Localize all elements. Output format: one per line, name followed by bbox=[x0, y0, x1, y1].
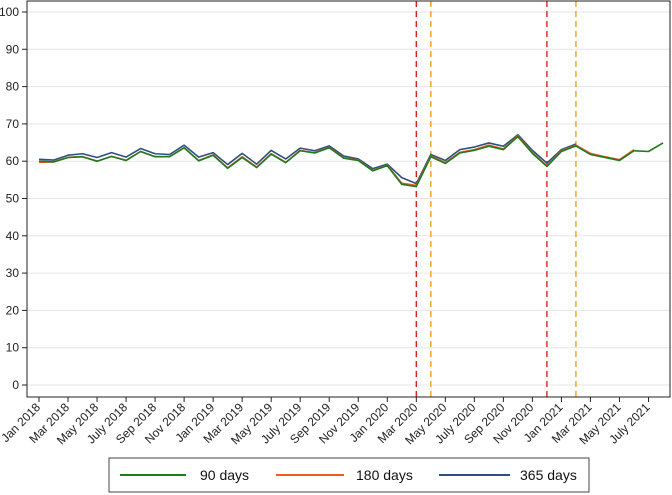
legend-label: 90 days bbox=[200, 467, 249, 483]
y-tick-label: 80 bbox=[6, 80, 20, 94]
reference-lines bbox=[415, 1, 577, 397]
legend: 90 days 180 days 365 days bbox=[108, 457, 590, 493]
y-tick-label: 60 bbox=[6, 154, 20, 168]
y-axis-ticks: 0 10 20 30 40 50 60 70 80 90 100 bbox=[0, 5, 27, 392]
y-tick-label: 70 bbox=[6, 117, 20, 131]
y-tick-label: 0 bbox=[12, 378, 19, 392]
y-tick-label: 10 bbox=[6, 341, 20, 355]
gridlines bbox=[27, 11, 670, 386]
y-tick-label: 90 bbox=[6, 42, 20, 56]
y-tick-label: 30 bbox=[6, 266, 20, 280]
y-tick-label: 40 bbox=[6, 229, 20, 243]
y-tick-label: 100 bbox=[0, 5, 19, 19]
series-lines bbox=[38, 133, 664, 188]
legend-label: 365 days bbox=[520, 467, 577, 483]
series-line-90-days bbox=[38, 135, 664, 188]
y-tick-label: 20 bbox=[6, 303, 20, 317]
y-tick-label: 50 bbox=[6, 192, 20, 206]
series-line-365-days bbox=[38, 133, 577, 185]
legend-label: 180 days bbox=[356, 467, 413, 483]
